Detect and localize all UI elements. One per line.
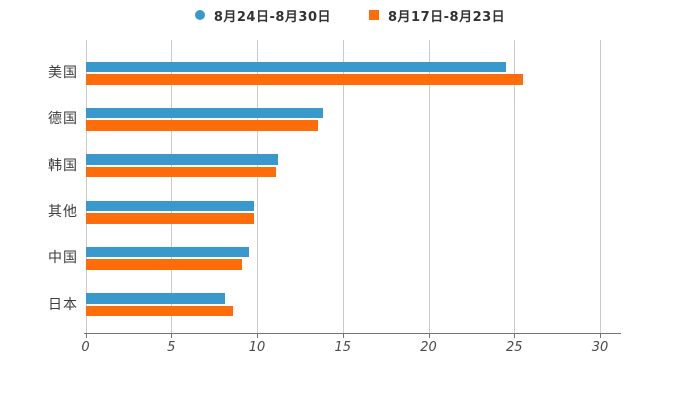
bar-s0-c3[interactable] (86, 200, 255, 212)
bar-s1-c2[interactable] (86, 166, 277, 178)
bar-s1-c3[interactable] (86, 213, 255, 224)
bar-s1-c1[interactable] (86, 120, 318, 131)
x-tick-label: 15 (334, 340, 352, 355)
x-tick-label: 30 (591, 340, 609, 355)
x-tick-label: 10 (248, 340, 266, 355)
bar-s0-c4[interactable] (86, 246, 249, 258)
x-tick-label: 20 (420, 340, 437, 355)
bar-s1-c4[interactable] (86, 259, 243, 270)
legend-label-aug17-23: 8月17日-8月23日 (388, 9, 506, 25)
gridline (257, 40, 258, 333)
y-axis-label: 日本 (48, 296, 78, 313)
x-tick-mark (514, 333, 516, 338)
x-tick-label: 0 (81, 340, 90, 355)
legend-item-aug24-30[interactable]: 8月24日-8月30日 (194, 6, 331, 25)
legend-label-aug24-30: 8月24日-8月30日 (213, 9, 331, 25)
x-tick-mark (171, 333, 173, 338)
bar-s1-c5[interactable] (86, 305, 234, 317)
bar-s0-c0[interactable] (86, 61, 507, 72)
x-tick-mark (342, 333, 344, 338)
y-axis-label: 其他 (48, 204, 78, 221)
legend-item-aug17-23[interactable]: 8月17日-8月23日 (369, 6, 505, 25)
x-tick-mark (257, 333, 258, 338)
bar-s0-c5[interactable] (86, 293, 225, 304)
legend-circle-marker-icon (194, 10, 205, 20)
y-axis-label: 中国 (48, 250, 78, 267)
legend-square-marker-icon (369, 10, 379, 20)
gridline (342, 40, 344, 333)
y-axis-label: 德国 (48, 111, 78, 128)
gridline (514, 40, 516, 333)
bar-s0-c1[interactable] (86, 107, 323, 119)
x-axis-line (84, 333, 621, 334)
y-axis-label: 美国 (48, 65, 78, 81)
x-tick-mark (85, 333, 87, 338)
x-tick-mark (600, 333, 601, 338)
y-axis-label: 韩国 (48, 157, 78, 174)
x-tick-label: 25 (505, 340, 523, 355)
legend: 8月24日-8月30日 8月17日-8月23日 (0, 6, 700, 25)
x-tick-mark (428, 333, 430, 338)
y-axis-line (85, 40, 87, 333)
bar-s0-c2[interactable] (86, 154, 279, 165)
gridline (600, 40, 601, 333)
gridline (428, 40, 430, 333)
x-tick-label: 5 (167, 340, 176, 355)
gridline (171, 40, 173, 333)
bar-s1-c0[interactable] (86, 74, 524, 85)
